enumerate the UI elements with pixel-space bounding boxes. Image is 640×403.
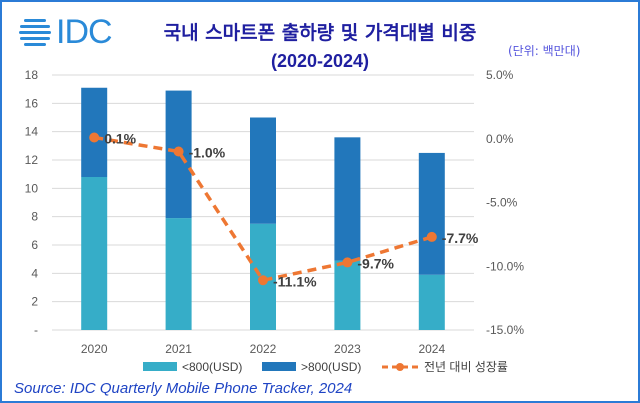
growth-point: [426, 231, 437, 242]
growth-point: [258, 275, 268, 286]
globe-icon: [19, 19, 51, 46]
bar-high-2024: [418, 152, 445, 275]
y2-tick-label: -5.0%: [486, 196, 518, 210]
legend-marker-growth: [396, 363, 404, 371]
legend-label-growth: 전년 대비 성장률: [424, 360, 508, 374]
x-tick-label: 2023: [334, 342, 361, 356]
legend-swatch-high: [262, 362, 296, 371]
y-tick-label: 8: [31, 210, 38, 224]
growth-data-label: 0.1%: [104, 130, 136, 146]
legend-swatch-low: [143, 362, 177, 371]
legend-label-low: <800(USD): [182, 360, 242, 374]
bar-low-2024: [418, 274, 445, 330]
y2-tick-label: 5.0%: [486, 68, 514, 82]
y-tick-label: 12: [25, 153, 39, 167]
bar-high-2023: [334, 137, 361, 261]
y-tick-label: 18: [25, 68, 39, 82]
unit-label: (단위: 백만대): [508, 44, 581, 58]
growth-data-label: -7.7%: [442, 230, 479, 246]
growth-data-label: -9.7%: [357, 255, 394, 271]
source-note: Source: IDC Quarterly Mobile Phone Track…: [14, 380, 353, 397]
bar-low-2021: [165, 218, 192, 330]
bar-high-2020: [81, 87, 108, 177]
y2-tick-label: -10.0%: [486, 259, 524, 273]
bar-low-2023: [334, 260, 361, 330]
chart-title: 국내 스마트폰 출하량 및 가격대별 비중: [163, 22, 477, 44]
idc-logo: IDC: [18, 13, 113, 52]
bar-low-2020: [81, 177, 108, 330]
x-tick-label: 2024: [418, 342, 445, 356]
growth-data-label: -1.0%: [189, 145, 226, 161]
y-tick-label: 14: [25, 125, 39, 139]
y-tick-label: -: [34, 323, 38, 337]
growth-data-label: -11.1%: [273, 273, 317, 289]
growth-point: [89, 132, 100, 143]
growth-point: [173, 146, 184, 157]
y-tick-label: 4: [31, 266, 38, 280]
y-tick-label: 2: [31, 295, 38, 309]
growth-point: [342, 257, 353, 268]
logo-text: IDC: [56, 13, 113, 51]
y-tick-label: 16: [25, 96, 39, 110]
x-tick-label: 2020: [81, 342, 108, 356]
y-tick-label: 10: [25, 181, 39, 195]
chart-subtitle: (2020-2024): [270, 51, 370, 71]
legend-label-high: >800(USD): [301, 360, 361, 374]
y-tick-label: 6: [31, 238, 38, 252]
bar-high-2022: [250, 117, 276, 224]
y2-tick-label: 0.0%: [486, 132, 514, 146]
x-tick-label: 2021: [165, 342, 192, 356]
x-tick-label: 2022: [250, 342, 277, 356]
y2-tick-label: -15.0%: [486, 323, 524, 337]
